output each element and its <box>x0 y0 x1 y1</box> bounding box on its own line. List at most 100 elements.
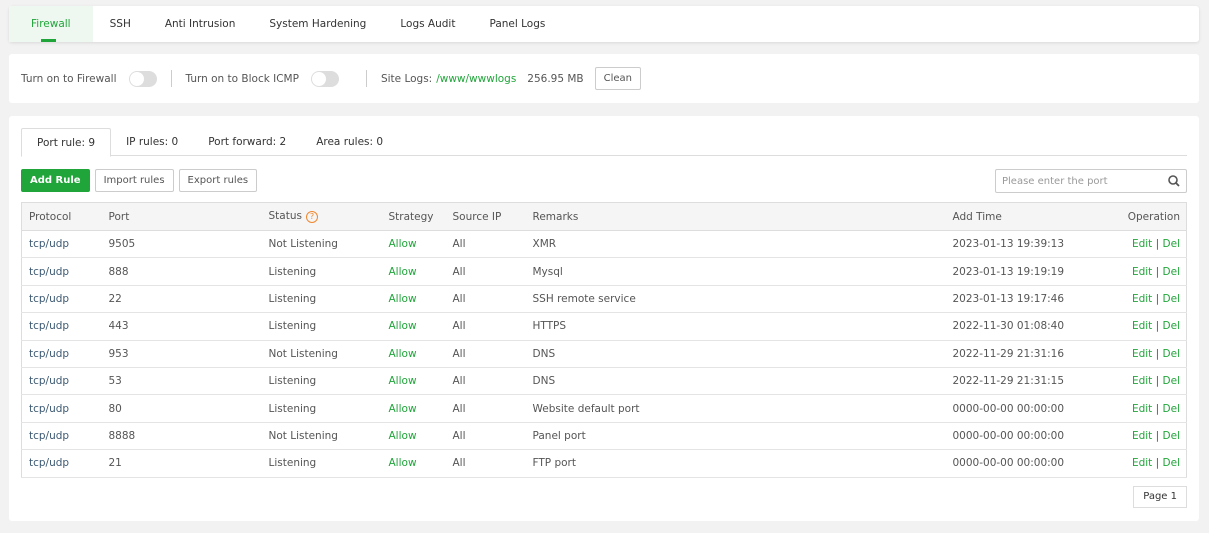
page-button[interactable]: Page 1 <box>1133 486 1187 508</box>
delete-link[interactable]: Del <box>1162 402 1180 415</box>
cell-add-time: 2023-01-13 19:39:13 <box>945 230 1101 259</box>
col-protocol: Protocol <box>21 202 102 231</box>
tab-anti-intrusion[interactable]: Anti Intrusion <box>164 18 236 30</box>
col-strategy: Strategy <box>381 202 446 231</box>
cell-status: Not Listening <box>261 340 382 368</box>
cell-strategy: Allow <box>381 367 446 396</box>
edit-link[interactable]: Edit <box>1131 292 1153 305</box>
col-remarks: Remarks <box>525 202 946 231</box>
cell-operation: Edit | Del <box>1100 367 1187 396</box>
cell-status: Listening <box>261 285 382 314</box>
cell-protocol: tcp/udp <box>21 257 102 286</box>
tab-area-rules[interactable]: Area rules: 0 <box>316 136 384 148</box>
edit-link[interactable]: Edit <box>1131 238 1153 251</box>
edit-link[interactable]: Edit <box>1131 402 1153 415</box>
cell-status: Listening <box>261 394 382 423</box>
firewall-toggle[interactable] <box>128 70 157 87</box>
cell-port: 21 <box>101 449 262 478</box>
clean-button[interactable]: Clean <box>594 67 642 90</box>
cell-strategy: Allow <box>381 422 446 451</box>
cell-strategy: Allow <box>381 394 446 423</box>
port-search-input[interactable] <box>996 175 1164 187</box>
tab-port-rule[interactable]: Port rule: 9 <box>21 128 112 157</box>
export-rules-button[interactable]: Export rules <box>178 169 258 192</box>
tab-ssh[interactable]: SSH <box>109 18 131 30</box>
edit-link[interactable]: Edit <box>1131 429 1153 442</box>
cell-source-ip: All <box>445 312 526 341</box>
firewall-toggle-label: Turn on to Firewall <box>21 72 117 85</box>
delete-link[interactable]: Del <box>1162 265 1180 278</box>
cell-remarks: DNS <box>525 340 946 368</box>
delete-link[interactable]: Del <box>1162 292 1180 305</box>
cell-port: 443 <box>101 312 262 341</box>
cell-remarks: SSH remote service <box>525 285 946 314</box>
cell-remarks: Panel port <box>525 422 946 451</box>
cell-status: Listening <box>261 367 382 396</box>
cell-protocol: tcp/udp <box>21 312 102 341</box>
tab-panel-logs[interactable]: Panel Logs <box>489 18 546 30</box>
site-logs-path[interactable]: /www/wwwlogs <box>436 72 517 85</box>
cell-remarks: XMR <box>525 230 946 259</box>
delete-link[interactable]: Del <box>1162 320 1180 333</box>
cell-status: Listening <box>261 449 382 478</box>
table-row: tcp/udp 22 Listening Allow All SSH remote ser… <box>21 285 1187 314</box>
cell-operation: Edit | Del <box>1100 340 1187 368</box>
cell-source-ip: All <box>445 230 526 259</box>
search-icon[interactable] <box>1164 174 1186 188</box>
tab-logs-audit[interactable]: Logs Audit <box>400 18 456 30</box>
cell-remarks: DNS <box>525 367 946 396</box>
cell-source-ip: All <box>445 422 526 451</box>
delete-link[interactable]: Del <box>1162 238 1180 251</box>
cell-remarks: HTTPS <box>525 312 946 341</box>
cell-port: 22 <box>101 285 262 314</box>
edit-link[interactable]: Edit <box>1131 320 1153 333</box>
cell-operation: Edit | Del <box>1100 422 1187 451</box>
table-row: tcp/udp 53 Listening Allow All DNS 2022-11-29 … <box>21 367 1187 396</box>
col-operation: Operation <box>1100 202 1187 231</box>
cell-remarks: Mysql <box>525 257 946 286</box>
tab-port-forward[interactable]: Port forward: 2 <box>208 136 287 148</box>
table-row: tcp/udp 8888 Not Listening Allow All Panel po… <box>21 422 1187 451</box>
cell-add-time: 0000-00-00 00:00:00 <box>945 449 1101 478</box>
cell-protocol: tcp/udp <box>21 230 102 259</box>
delete-link[interactable]: Del <box>1162 375 1180 388</box>
cell-strategy: Allow <box>381 340 446 368</box>
cell-port: 953 <box>101 340 262 368</box>
col-add-time: Add Time <box>945 202 1101 231</box>
tab-ip-rules[interactable]: IP rules: 0 <box>126 136 179 148</box>
edit-link[interactable]: Edit <box>1131 375 1153 388</box>
delete-link[interactable]: Del <box>1162 429 1180 442</box>
cell-port: 8888 <box>101 422 262 451</box>
icmp-toggle[interactable] <box>310 70 339 87</box>
import-rules-button[interactable]: Import rules <box>94 169 174 192</box>
site-logs-label: Site Logs: <box>380 72 433 85</box>
cell-source-ip: All <box>445 257 526 286</box>
edit-link[interactable]: Edit <box>1131 457 1153 470</box>
tab-system-hardening[interactable]: System Hardening <box>269 18 367 30</box>
cell-strategy: Allow <box>381 230 446 259</box>
cell-status: Not Listening <box>261 422 382 451</box>
divider <box>365 70 367 87</box>
table-row: tcp/udp 443 Listening Allow All HTTPS 2022-11-… <box>21 312 1187 341</box>
cell-port: 53 <box>101 367 262 396</box>
col-status-label: Status <box>268 210 302 222</box>
cell-protocol: tcp/udp <box>21 394 102 423</box>
help-icon[interactable]: ? <box>305 211 318 223</box>
delete-link[interactable]: Del <box>1162 457 1180 470</box>
delete-link[interactable]: Del <box>1162 347 1180 360</box>
cell-add-time: 0000-00-00 00:00:00 <box>945 422 1101 451</box>
cell-status: Not Listening <box>261 230 382 259</box>
cell-source-ip: All <box>445 285 526 314</box>
edit-link[interactable]: Edit <box>1131 265 1153 278</box>
cell-port: 9505 <box>101 230 262 259</box>
cell-add-time: 2023-01-13 19:19:19 <box>945 257 1101 286</box>
cell-add-time: 0000-00-00 00:00:00 <box>945 394 1101 423</box>
op-separator: | <box>1155 265 1160 278</box>
op-separator: | <box>1155 238 1160 251</box>
add-rule-button[interactable]: Add Rule <box>21 169 90 192</box>
rule-tabs: Port rule: 9 IP rules: 0 Port forward: 2… <box>21 128 1187 157</box>
cell-protocol: tcp/udp <box>21 422 102 451</box>
tab-firewall[interactable]: Firewall <box>9 6 93 42</box>
cell-source-ip: All <box>445 367 526 396</box>
edit-link[interactable]: Edit <box>1131 347 1153 360</box>
